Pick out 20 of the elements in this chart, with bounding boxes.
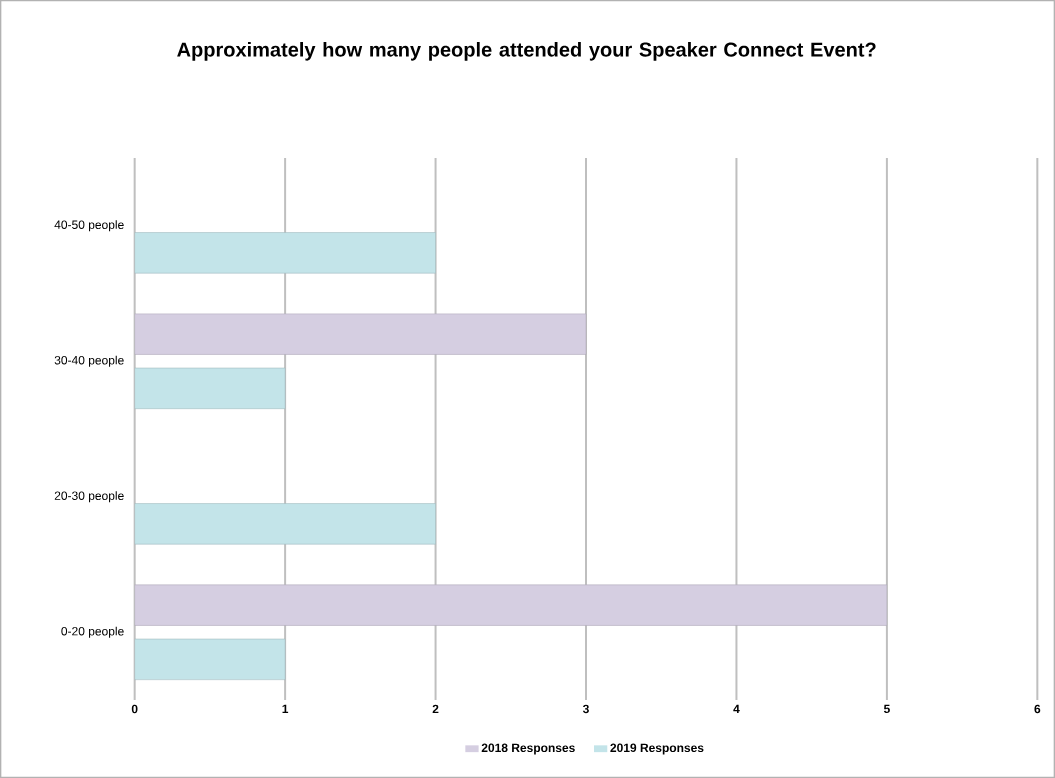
y-tick-label: 30-40 people: [54, 355, 124, 367]
bar: [134, 367, 286, 409]
bar: [134, 232, 436, 274]
y-tick-label: 0-20 people: [61, 626, 124, 638]
x-tick-label: 2: [432, 704, 439, 714]
y-tick-label: 20-30 people: [54, 491, 124, 503]
bar: [134, 313, 587, 355]
x-tick-label: 6: [1034, 704, 1041, 714]
x-tick-label: 1: [282, 704, 289, 713]
bar: [134, 503, 436, 545]
y-tick-label: 40-50 people: [54, 220, 124, 232]
legend-label: 2018 Responses: [481, 743, 575, 755]
x-tick-label: 3: [582, 704, 589, 714]
bar: [134, 638, 286, 680]
chart-title: Approximately how many people attended your Speaker Connect Event?: [177, 42, 876, 61]
bar: [134, 584, 888, 626]
legend-label: 2019 Responses: [610, 743, 704, 755]
x-tick-label: 0: [131, 704, 138, 714]
x-tick-label: 4: [733, 704, 740, 713]
x-tick-label: 5: [883, 704, 890, 714]
